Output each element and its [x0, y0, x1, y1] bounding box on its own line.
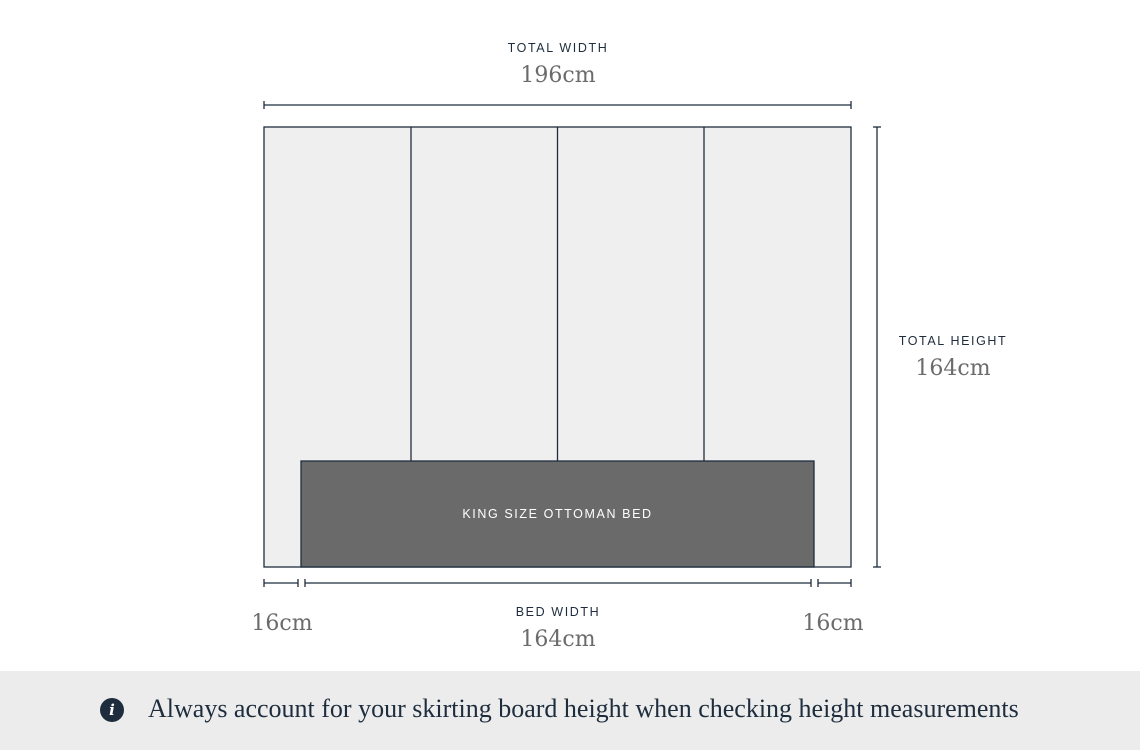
left-gap-value: 16cm [251, 611, 313, 636]
bed-width-dimension-line [304, 579, 812, 587]
total-height-label: TOTAL HEIGHT [898, 334, 1008, 348]
total-width-value: 196cm [520, 63, 596, 88]
right-gap-dimension-line [817, 579, 852, 587]
bed-label: KING SIZE OTTOMAN BED [462, 507, 652, 521]
total-width-label: TOTAL WIDTH [507, 41, 609, 55]
bed-width-label: BED WIDTH [515, 605, 601, 619]
total-height-dimension-line [873, 126, 881, 568]
footer-note: Always account for your skirting board h… [148, 694, 1019, 723]
footer-note-bar [0, 671, 1140, 750]
headboard-diagram: KING SIZE OTTOMAN BED [263, 101, 881, 587]
total-width-dimension-line [263, 101, 852, 109]
info-icon: i [100, 698, 124, 722]
bed-width-value: 164cm [520, 627, 596, 652]
total-height-value: 164cm [915, 356, 991, 381]
bed [300, 460, 815, 568]
right-gap-value: 16cm [802, 611, 864, 636]
left-gap-dimension-line [263, 579, 299, 587]
